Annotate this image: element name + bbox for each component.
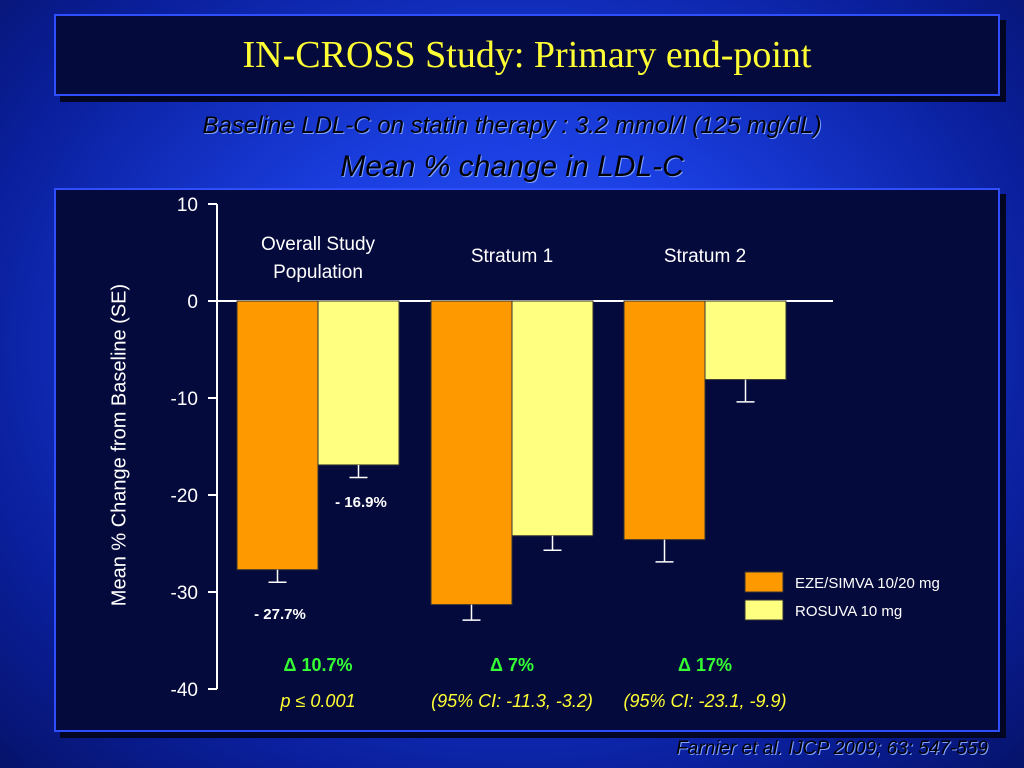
delta-label: Δ 7% xyxy=(490,655,534,675)
category-label: Overall Study xyxy=(261,234,376,255)
bar xyxy=(704,300,787,381)
bar xyxy=(430,300,513,606)
value-label: - 16.9% xyxy=(335,494,387,511)
y-tick-label: 0 xyxy=(187,292,198,313)
legend-swatch xyxy=(744,599,784,621)
y-tick-label: 10 xyxy=(177,195,198,216)
chart-heading: Mean % change in LDL-C xyxy=(340,150,684,183)
y-tick-label: -40 xyxy=(171,680,198,701)
stat-label: (95% CI: -11.3, -3.2) xyxy=(431,691,593,711)
y-tick-label: -10 xyxy=(171,389,198,410)
delta-label: Δ 17% xyxy=(678,655,732,675)
stat-label: (95% CI: -23.1, -9.9) xyxy=(623,691,786,711)
bar xyxy=(511,300,594,537)
legend-swatch xyxy=(744,571,784,593)
y-tick-label: -20 xyxy=(171,486,198,507)
category-label: Stratum 2 xyxy=(664,246,746,267)
category-label: Population xyxy=(273,262,363,283)
y-tick-label: -30 xyxy=(171,583,198,604)
bar xyxy=(317,300,400,466)
title-box: IN-CROSS Study: Primary end-point xyxy=(54,14,1000,96)
subtitle: Baseline LDL-C on statin therapy : 3.2 m… xyxy=(202,112,822,139)
citation: Farnier et al. IJCP 2009; 63: 547-559 xyxy=(676,738,988,759)
legend-label: EZE/SIMVA 10/20 mg xyxy=(795,575,940,592)
legend-label: ROSUVA 10 mg xyxy=(795,603,902,620)
bar xyxy=(623,300,706,541)
delta-label: Δ 10.7% xyxy=(284,655,353,675)
slide-title: IN-CROSS Study: Primary end-point xyxy=(242,34,812,76)
stat-label: p ≤ 0.001 xyxy=(280,691,356,711)
category-label: Stratum 1 xyxy=(471,246,553,267)
value-label: - 27.7% xyxy=(254,606,306,623)
bar xyxy=(236,300,319,571)
